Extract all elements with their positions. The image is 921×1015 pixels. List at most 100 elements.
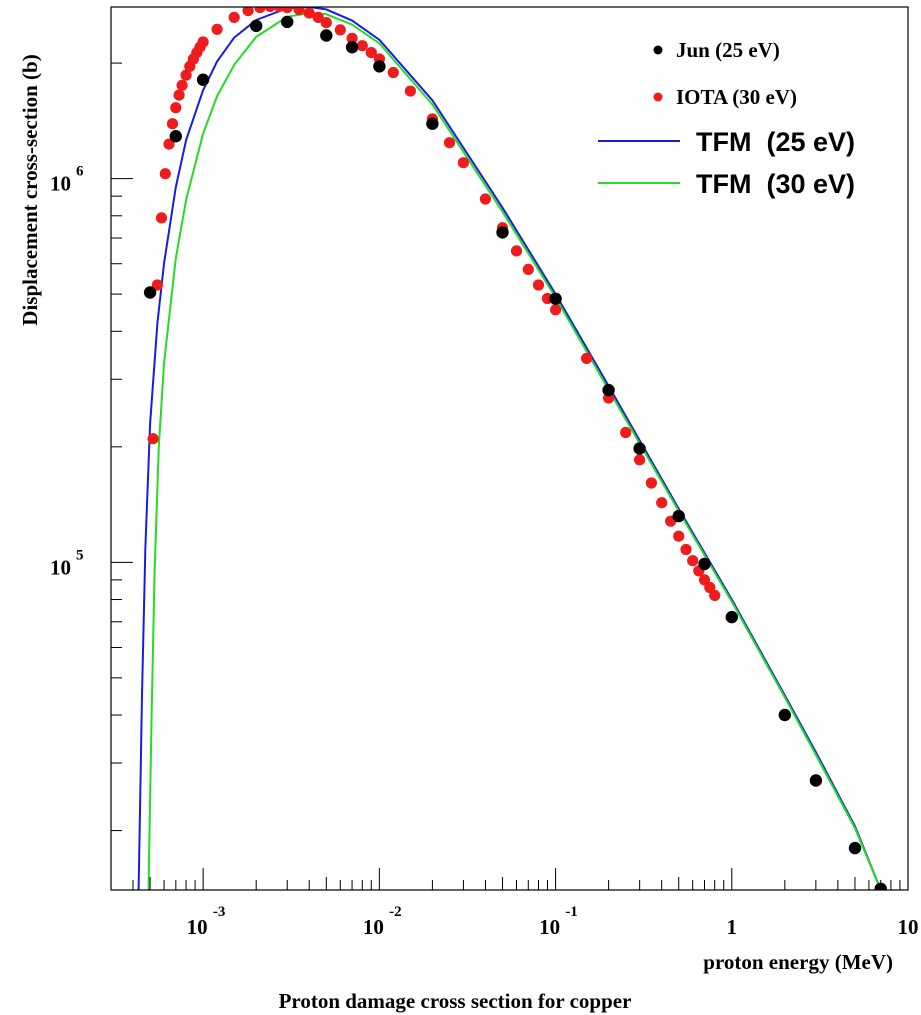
data-point-s0-16: [778, 708, 791, 722]
data-point-s0-11: [602, 383, 615, 397]
data-point-s1-46: [634, 454, 646, 466]
axis-ticks: 10 -3 10 -2 10 -1 1 10 10 5 10 6: [50, 62, 919, 939]
legend-label: IOTA (30 eV): [676, 85, 797, 109]
data-point-s1-9: [180, 69, 192, 81]
y-tick-base: 10: [50, 555, 71, 579]
data-point-s1-6: [170, 102, 182, 114]
x-axis-label: proton energy (MeV): [703, 950, 893, 974]
legend-entry-0: Jun (25 eV): [653, 38, 780, 62]
data-point-s1-0: [147, 433, 159, 445]
legend-marker: [653, 92, 663, 102]
y-tick-exponent: 5: [76, 547, 84, 563]
x-tick-base: 1: [727, 915, 738, 939]
data-point-s1-8: [176, 79, 188, 91]
x-tick-base: 10: [363, 915, 384, 939]
data-point-s1-51: [680, 543, 692, 556]
data-point-s1-42: [550, 304, 562, 316]
data-point-s0-15: [725, 610, 738, 624]
data-point-s1-35: [457, 157, 469, 169]
data-point-s1-17: [242, 7, 254, 17]
data-point-s1-27: [346, 32, 358, 44]
data-point-s1-19: [264, 7, 276, 12]
data-point-s0-8: [426, 117, 439, 130]
legend-label: Jun (25 eV): [676, 38, 780, 62]
data-point-s1-47: [645, 477, 658, 489]
data-point-s1-22: [293, 7, 305, 15]
data-point-s1-5: [166, 118, 179, 130]
legend: Jun (25 eV) IOTA (30 eV) TFM (25 eV) TFM (3…: [598, 38, 855, 199]
data-point-s1-40: [532, 279, 545, 291]
legend-marker: [653, 45, 663, 55]
data-point-s1-43: [581, 352, 593, 364]
data-point-s1-15: [211, 23, 223, 35]
x-tick-base: 10: [539, 915, 560, 939]
data-point-s0-6: [345, 41, 359, 54]
data-point-s1-14: [197, 36, 209, 48]
legend-entry-2: TFM (25 eV): [598, 127, 855, 157]
legend-label: TFM (25 eV): [696, 127, 855, 157]
data-point-s0-5: [320, 29, 333, 42]
data-point-s1-23: [303, 7, 315, 19]
y-tick-label-1: 10 6: [50, 164, 84, 196]
x-tick-base: 10: [898, 915, 919, 939]
data-point-s0-4: [281, 15, 294, 29]
data-point-s1-32: [404, 85, 416, 97]
x-tick-base: 10: [187, 915, 208, 939]
x-tick-label-4: 10: [898, 915, 919, 939]
data-point-s1-26: [334, 24, 346, 36]
data-point-s1-36: [479, 193, 491, 205]
data-point-s1-38: [510, 245, 523, 257]
data-point-s1-52: [687, 555, 699, 567]
y-tick-base: 10: [50, 172, 71, 196]
data-point-s1-31: [387, 66, 399, 79]
data-point-s0-0: [143, 286, 157, 299]
data-point-s0-1: [169, 130, 182, 143]
data-point-s1-21: [281, 7, 293, 14]
data-point-s1-28: [356, 40, 368, 52]
data-point-s1-39: [522, 263, 534, 275]
data-point-s1-50: [673, 530, 685, 542]
data-point-s0-2: [196, 73, 210, 86]
data-point-s1-7: [173, 89, 185, 101]
data-point-s1-16: [228, 11, 240, 23]
data-point-s1-34: [443, 137, 456, 149]
x-tick-label-1: 10 -2: [363, 904, 402, 939]
x-tick-exponent: -3: [213, 904, 226, 920]
data-point-s0-10: [549, 292, 562, 305]
data-point-s1-56: [709, 589, 721, 602]
data-point-s1-4: [163, 138, 175, 150]
data-point-s1-48: [656, 497, 668, 509]
data-point-s1-2: [155, 212, 168, 224]
data-point-s0-7: [373, 60, 386, 73]
data-point-s1-1: [151, 279, 163, 291]
x-tick-exponent: -2: [389, 904, 402, 920]
series-points: [143, 7, 887, 890]
x-tick-label-2: 10 -1: [539, 904, 578, 939]
y-axis-label: Displacement cross-section (b): [18, 54, 42, 325]
data-point-s0-3: [250, 19, 263, 33]
legend-entry-1: IOTA (30 eV): [653, 85, 797, 109]
x-tick-label-3: 1: [727, 915, 738, 939]
data-point-s0-17: [809, 774, 823, 787]
data-point-s1-24: [312, 11, 324, 23]
data-point-s0-13: [672, 509, 685, 523]
chart-title: Proton damage cross section for copper: [279, 989, 632, 1013]
data-point-s1-3: [159, 168, 171, 180]
data-point-s1-29: [365, 47, 377, 59]
legend-label: TFM (30 eV): [696, 169, 855, 199]
y-tick-exponent: 6: [76, 164, 84, 180]
y-tick-label-0: 10 5: [50, 547, 84, 579]
plot-frame: [110, 6, 909, 891]
legend-entry-3: TFM (30 eV): [598, 169, 855, 199]
data-point-s1-18: [254, 7, 266, 14]
data-point-s1-25: [320, 17, 332, 29]
x-tick-exponent: -1: [565, 904, 578, 920]
data-point-s0-12: [633, 442, 646, 455]
data-point-s0-9: [496, 226, 509, 239]
data-point-s1-45: [620, 426, 632, 439]
series-line-2: [137, 7, 882, 890]
data-point-s0-18: [848, 841, 862, 855]
x-tick-label-0: 10 -3: [187, 904, 226, 939]
